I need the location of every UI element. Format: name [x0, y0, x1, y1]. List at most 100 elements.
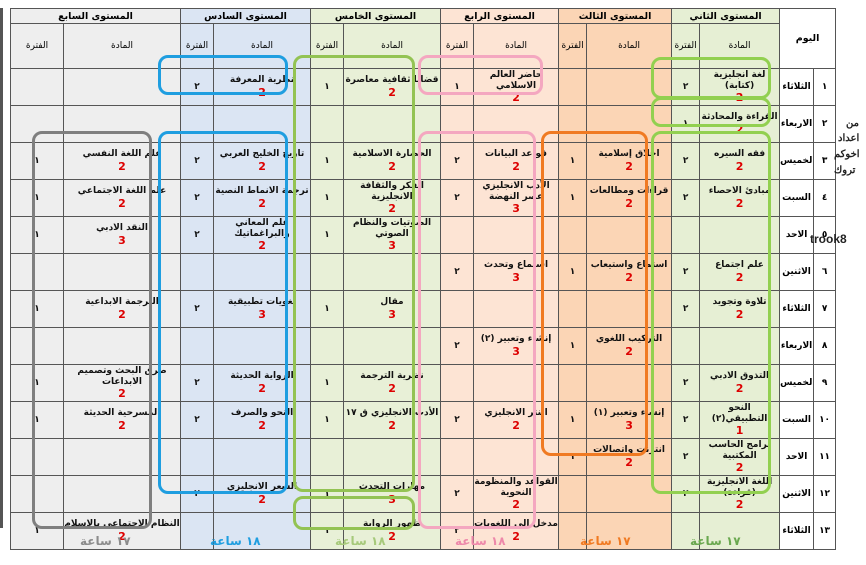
- subject-cell: النحو التطبيقي(٢) 1: [699, 401, 781, 439]
- subject-name: إنشاء وتعبير (١): [593, 408, 665, 419]
- subject-name: تلاوة وتجويد: [712, 297, 767, 308]
- subject-cell: اللغة الانجليزية (قراءة) 2: [699, 475, 781, 513]
- subject-name: إنشاء وتعبير (٢): [480, 334, 552, 345]
- period-header: الفترة: [440, 23, 475, 69]
- subject-name: قواعد البيانات: [484, 149, 548, 160]
- period-cell: ٢: [671, 401, 701, 439]
- credit-line-2: اعداد: [838, 133, 860, 144]
- period-cell: [558, 105, 588, 143]
- total-level-6: ١٨ ساعة: [210, 534, 261, 548]
- subject-cell: تلاوة وتجويد 2: [699, 290, 781, 328]
- subject-header: المادة: [699, 23, 781, 69]
- subject-cell: إنشاء وتعبير (٢) 3: [473, 327, 560, 365]
- level-5-header: المستوى الخامس: [310, 8, 442, 24]
- subject-name: علم اللغة الاجتماعي: [77, 186, 167, 197]
- subject-name: مقال: [380, 297, 404, 308]
- subject-cell: الصوتيات والنظام الصوتي 3: [343, 216, 442, 254]
- period-cell: ٢: [671, 142, 701, 180]
- period-cell: ١: [310, 142, 345, 180]
- subject-name: قراءات ومطالعات: [589, 186, 669, 197]
- period-cell: ٢: [440, 142, 475, 180]
- subject-cell: الأدب الانجليزي عصر النهضة 3: [473, 179, 560, 217]
- credit-line-4: تروك: [834, 165, 856, 176]
- subject-name: النحو التطبيقي(٢): [711, 403, 768, 424]
- period-cell: ١: [10, 142, 64, 180]
- period-cell: ١: [310, 475, 345, 513]
- subject-cell: [213, 253, 312, 291]
- credit-hours: 2: [118, 386, 126, 400]
- subject-name: المسرحية الحديثة: [83, 408, 161, 419]
- day-number: ١١: [813, 438, 837, 476]
- credit-hours: 2: [388, 381, 396, 395]
- credit-hours: 2: [735, 270, 744, 284]
- total-level-4: ١٨ ساعة: [455, 534, 506, 548]
- credit-hours: 2: [735, 460, 744, 474]
- subject-cell: الرواية الحديثة 2: [213, 364, 312, 402]
- subject-cell: النظام الاجتماعي بالاسلام 2: [62, 512, 182, 550]
- subject-cell: الشعر الانجليزي 2: [213, 475, 312, 513]
- subject-cell: استماع وتحدث 3: [473, 253, 560, 291]
- subject-name: القواعد والمنظومة النحوية: [474, 477, 558, 498]
- period-cell: ١: [10, 179, 64, 217]
- day-number: ٤: [813, 179, 837, 217]
- credit-hours: 2: [118, 196, 126, 210]
- subject-name: النقد الادبي: [96, 223, 148, 234]
- schedule-row: ١ النقد الادبي 3 ٢ علم المعاني والبراغماتيك 2…: [10, 216, 837, 254]
- period-cell: [180, 512, 215, 550]
- period-cell: ٢: [440, 512, 475, 550]
- credit-hours: 2: [735, 196, 744, 210]
- subject-cell: [473, 105, 560, 143]
- subject-name: ترجمة الانماط النصية: [215, 186, 309, 197]
- period-cell: ٢: [180, 401, 215, 439]
- subject-header: المادة: [62, 23, 182, 69]
- period-cell: ٢: [671, 364, 701, 402]
- level-header-row: المستوى السابع المستوى السادس المستوى ال…: [9, 8, 837, 69]
- subject-name: اخلاق إسلامية: [598, 149, 660, 160]
- subject-cell: الفكر والثقافة الانجليزية 2: [343, 179, 442, 217]
- level-6-header: المستوى السادس: [180, 8, 312, 24]
- credit-hours: 2: [625, 196, 633, 210]
- subject-cell: علم المعاني والبراغماتيك 2: [213, 216, 312, 254]
- schedule-row: ٢ نظرية المعرفة 2 ١ قضايا ثقافية معاصرة 2 ١ حاض…: [10, 68, 837, 106]
- period-cell: ١: [558, 253, 588, 291]
- period-cell: [671, 512, 701, 550]
- period-cell: ١: [310, 216, 345, 254]
- left-border-line: [0, 8, 3, 528]
- subject-cell: مدخل الى اللغويات 2: [473, 512, 560, 550]
- credit-hours: 2: [118, 529, 126, 543]
- subject-cell: [62, 327, 182, 365]
- subject-name: فقه السيره: [713, 149, 766, 160]
- subject-cell: فقه السيره 2: [699, 142, 781, 180]
- subject-cell: اخلاق إسلامية 2: [586, 142, 673, 180]
- subject-cell: مبادئ الاحصاء 2: [699, 179, 781, 217]
- day-name: الخميس: [779, 364, 815, 402]
- subject-cell: [586, 290, 673, 328]
- credit-line-1: من: [846, 118, 859, 129]
- subject-cell: نظرية الترجمة 2: [343, 364, 442, 402]
- period-cell: ١: [310, 290, 345, 328]
- credit-hours: 3: [118, 233, 126, 247]
- subject-cell: القواعد والمنظومة النحوية 2: [473, 475, 560, 513]
- day-name: الاثنين: [779, 253, 815, 291]
- subject-cell: [62, 438, 182, 476]
- subject-cell: [586, 216, 673, 254]
- subject-name: استماع وتحدث: [484, 260, 549, 271]
- day-name: الثلاثاء: [779, 68, 815, 106]
- subject-cell: نظرية المعرفة 2: [213, 68, 312, 106]
- subject-name: علم المعاني والبراغماتيك: [234, 218, 290, 239]
- subject-name: الأدب الانجليزي عصر النهضة: [482, 181, 550, 202]
- period-cell: [180, 105, 215, 143]
- subject-cell: [699, 216, 781, 254]
- subject-name: الترجمة الابداعية: [85, 297, 159, 308]
- period-cell: [10, 327, 64, 365]
- subject-cell: [213, 105, 312, 143]
- period-cell: ١: [558, 142, 588, 180]
- schedule-row: ٢ إنشاء وتعبير (٢) 3 ١ التركيب اللغوي 2 الاربع…: [10, 327, 837, 365]
- period-cell: [310, 327, 345, 365]
- period-cell: [558, 290, 588, 328]
- day-name: السبت: [779, 179, 815, 217]
- period-header: الفترة: [671, 23, 701, 69]
- day-name: الثلاثاء: [779, 512, 815, 550]
- period-cell: ١: [558, 327, 588, 365]
- subject-name: تاريخ الخليج العربي: [219, 149, 305, 160]
